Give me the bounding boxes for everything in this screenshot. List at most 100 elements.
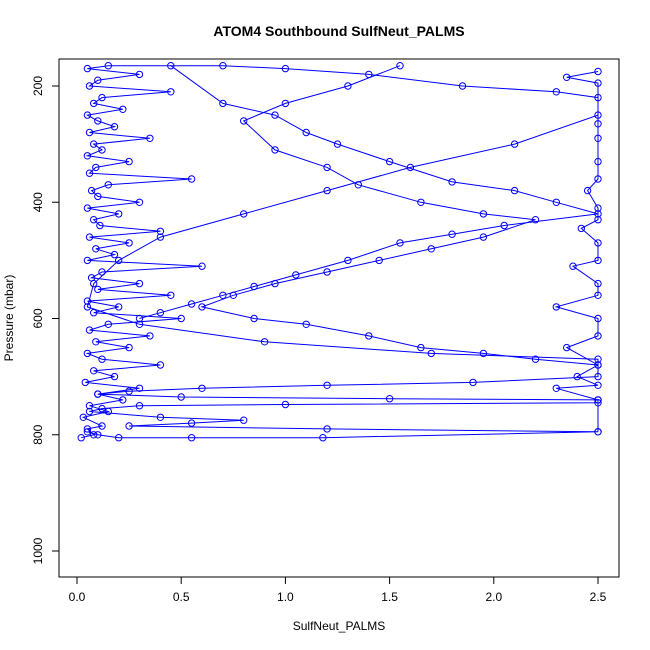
data-point — [125, 387, 133, 395]
data-point — [90, 309, 98, 317]
data-point — [90, 367, 98, 375]
data-point — [552, 384, 560, 392]
data-point — [156, 361, 165, 369]
data-point — [250, 314, 258, 323]
data-point — [569, 262, 577, 270]
data-point — [94, 390, 102, 398]
data-point — [344, 256, 352, 265]
data-point — [167, 61, 175, 70]
data-point — [92, 163, 100, 172]
data-point — [594, 157, 602, 166]
data-point — [81, 378, 90, 387]
data-point — [302, 128, 310, 137]
data-point — [135, 402, 144, 410]
data-point — [198, 262, 206, 270]
data-point — [448, 230, 456, 238]
data-point — [125, 157, 133, 166]
data-point — [177, 393, 185, 401]
data-point — [115, 434, 123, 442]
data-point — [427, 349, 435, 358]
data-point — [187, 434, 196, 442]
data-point — [135, 320, 144, 328]
data-point — [125, 422, 133, 430]
data-point — [98, 146, 106, 154]
data-point — [83, 204, 92, 212]
data-point — [396, 61, 404, 70]
data-point — [156, 233, 165, 241]
data-point — [385, 157, 394, 166]
data-point — [365, 332, 373, 340]
data-point — [552, 303, 560, 311]
data-point — [469, 378, 477, 387]
data-point — [135, 314, 144, 323]
data-point — [510, 140, 519, 148]
data-point — [594, 428, 602, 436]
data-point — [198, 303, 206, 311]
data-point — [94, 76, 102, 84]
data-point — [594, 216, 602, 224]
data-point — [187, 175, 196, 183]
data-point — [85, 128, 94, 137]
data-point — [135, 279, 144, 288]
data-point — [323, 186, 331, 195]
data-point — [594, 210, 602, 218]
data-point — [583, 186, 592, 195]
data-point — [240, 210, 248, 218]
data-point — [594, 291, 602, 299]
data-point — [573, 372, 581, 381]
data-point — [92, 338, 100, 346]
data-point — [79, 413, 88, 421]
data-point — [594, 396, 602, 404]
data-point — [83, 111, 92, 119]
data-point — [594, 279, 602, 288]
data-point — [94, 431, 102, 439]
data-point — [110, 372, 119, 381]
data-point — [156, 413, 165, 421]
chart-title: ATOM4 Southbound SulfNeut_PALMS — [213, 23, 464, 39]
data-point — [396, 239, 404, 247]
data-point — [354, 181, 362, 189]
data-point — [135, 198, 144, 207]
data-point — [594, 332, 602, 340]
data-point — [146, 332, 154, 340]
series-group — [77, 61, 602, 442]
data-point — [510, 186, 519, 195]
data-point — [594, 204, 602, 212]
axes: 0.0 0.5 1.0 1.5 2.0 2.5 200 400 600 800 1000 — [31, 58, 620, 604]
data-point — [135, 384, 144, 392]
x-tick-label: 1.0 — [277, 590, 294, 604]
data-point — [594, 239, 602, 247]
data-point — [90, 99, 98, 108]
data-point — [87, 186, 96, 195]
data-point — [594, 372, 602, 381]
data-point — [94, 192, 102, 201]
data-point — [271, 111, 279, 119]
data-point — [125, 343, 133, 352]
data-point — [260, 338, 269, 346]
data-point — [77, 434, 85, 442]
data-point — [156, 309, 165, 317]
data-point — [500, 221, 508, 230]
data-point — [94, 117, 102, 125]
data-point — [98, 404, 106, 413]
data-point — [219, 61, 227, 70]
data-point — [90, 279, 98, 288]
data-point — [135, 70, 144, 79]
data-point — [240, 416, 248, 424]
data-point — [85, 402, 94, 410]
data-point — [83, 297, 92, 305]
data-point — [385, 395, 394, 403]
data-point — [110, 250, 119, 259]
plot-area — [77, 61, 602, 442]
data-point — [119, 396, 127, 404]
data-point — [375, 256, 383, 265]
data-point — [479, 210, 488, 218]
data-point — [90, 216, 98, 224]
data-point — [594, 355, 602, 363]
data-point — [98, 268, 106, 276]
data-point — [85, 326, 94, 334]
x-tick-label: 2.0 — [485, 590, 502, 604]
data-point — [187, 419, 196, 427]
data-point — [271, 146, 279, 154]
data-point — [146, 134, 154, 143]
